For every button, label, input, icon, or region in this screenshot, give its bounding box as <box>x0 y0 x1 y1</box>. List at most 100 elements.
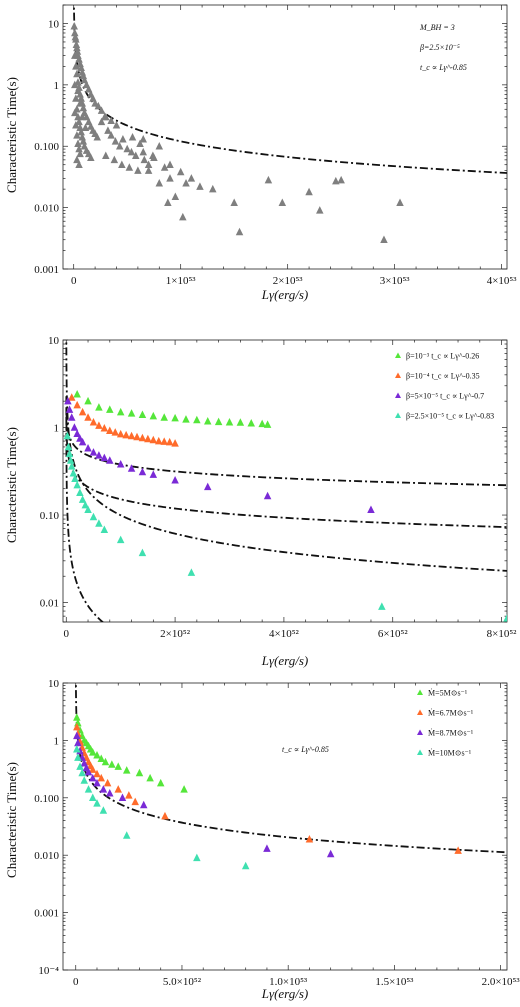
data-point <box>97 106 106 114</box>
y-tick-label: 0.100 <box>34 793 59 805</box>
data-point <box>182 178 190 187</box>
data-point <box>75 55 83 63</box>
data-point <box>89 417 98 426</box>
data-point <box>203 482 212 491</box>
y-tick-label: 0.010 <box>34 850 59 862</box>
y-tick-label: 1 <box>54 80 60 92</box>
data-point <box>88 765 97 773</box>
data-point <box>88 748 97 756</box>
y-tick-label: 0.001 <box>34 264 59 276</box>
x-tick-label: 1×10⁵³ <box>166 275 197 287</box>
data-point <box>69 469 78 477</box>
data-point <box>78 495 87 503</box>
data-point <box>93 778 101 787</box>
data-point <box>94 101 103 110</box>
x-axis-label: Lγ(erg/s) <box>261 287 309 302</box>
data-point <box>138 467 147 476</box>
data-point <box>73 480 81 489</box>
x-axis-label: Lγ(erg/s) <box>261 986 309 1001</box>
data-point <box>225 417 234 426</box>
annotation-text: t_c ∝ Lγ^-0.85 <box>420 63 467 72</box>
data-point <box>139 134 147 143</box>
data-point <box>258 419 266 428</box>
data-point <box>150 153 158 161</box>
chart-panel-1: 0.001 0.010 0.100 1 10 0 1×10⁵³ 2×10⁵³ 3×10⁵³ 4×1… <box>4 4 517 302</box>
legend-marker <box>395 352 401 358</box>
data-point <box>93 769 101 778</box>
data-point <box>79 103 88 112</box>
x-tick-label: 5.0×10⁵² <box>163 976 202 988</box>
x-tick-label: 6×10⁵² <box>378 628 409 640</box>
data-point <box>75 144 83 153</box>
data-point <box>196 182 204 190</box>
plot-frame <box>62 4 508 270</box>
data-point <box>75 160 83 168</box>
data-point <box>103 778 112 787</box>
data-point <box>77 127 85 136</box>
legend-label: Ṁ=8.7M⊙s⁻¹ <box>428 729 474 738</box>
x-tick-label: 0 <box>73 976 79 988</box>
data-point <box>278 198 287 207</box>
data-point <box>396 198 404 207</box>
data-point <box>135 768 144 777</box>
legend-marker <box>395 412 401 418</box>
data-point <box>127 431 136 440</box>
data-point <box>149 435 158 444</box>
data-point <box>160 437 168 445</box>
data-point <box>78 112 87 121</box>
data-point <box>74 139 82 147</box>
x-tick-label: 4×10⁵² <box>269 628 300 640</box>
data-point <box>332 176 340 185</box>
data-point <box>63 431 72 440</box>
data-point <box>138 548 147 557</box>
data-point <box>70 423 79 431</box>
data-point <box>161 811 169 820</box>
data-point <box>100 453 109 462</box>
data-point <box>84 767 93 776</box>
y-tick-label: 0.001 <box>34 908 59 920</box>
data-point <box>67 413 76 421</box>
data-point <box>73 47 82 55</box>
data-point <box>115 141 124 150</box>
data-point <box>107 116 115 125</box>
y-tick-label: 1 <box>54 735 60 747</box>
data-point <box>73 389 81 398</box>
data-point <box>73 722 81 731</box>
plot-area <box>63 340 507 622</box>
data-point <box>316 206 324 214</box>
data-point <box>214 417 223 426</box>
data-point <box>133 432 141 441</box>
data-point <box>123 144 131 153</box>
annotation-text: β=2.5×10⁻⁵ <box>419 43 460 52</box>
data-point <box>171 475 179 484</box>
data-point <box>166 174 174 182</box>
data-point <box>77 94 85 102</box>
data-point <box>367 505 375 513</box>
x-tick-label: 1.5×10⁵³ <box>375 976 414 988</box>
legend-label: β=2.5×10⁻⁵ t_c ∝ Lγ^-0.83 <box>406 412 494 421</box>
data-point <box>100 424 109 432</box>
data-point <box>81 500 90 509</box>
data-point <box>155 178 164 187</box>
data-point <box>76 488 84 496</box>
plot-frame <box>62 682 508 971</box>
fit-curve <box>65 396 507 487</box>
legend-marker <box>417 709 423 715</box>
data-point <box>87 153 95 161</box>
data-point <box>122 831 131 839</box>
data-point <box>138 410 147 418</box>
data-point <box>138 433 147 442</box>
data-point <box>132 151 140 159</box>
data-point <box>111 137 120 145</box>
plot-area <box>70 5 507 243</box>
data-point <box>127 464 136 472</box>
data-point <box>110 155 119 164</box>
data-point <box>88 773 97 782</box>
data-point <box>74 86 82 95</box>
legend-marker <box>395 372 401 378</box>
legend-label: Ṁ=6.7M⊙s⁻¹ <box>428 709 474 718</box>
x-tick-label: 0 <box>64 628 70 640</box>
data-point <box>72 120 80 129</box>
data-point <box>97 754 105 762</box>
data-point <box>236 418 245 426</box>
